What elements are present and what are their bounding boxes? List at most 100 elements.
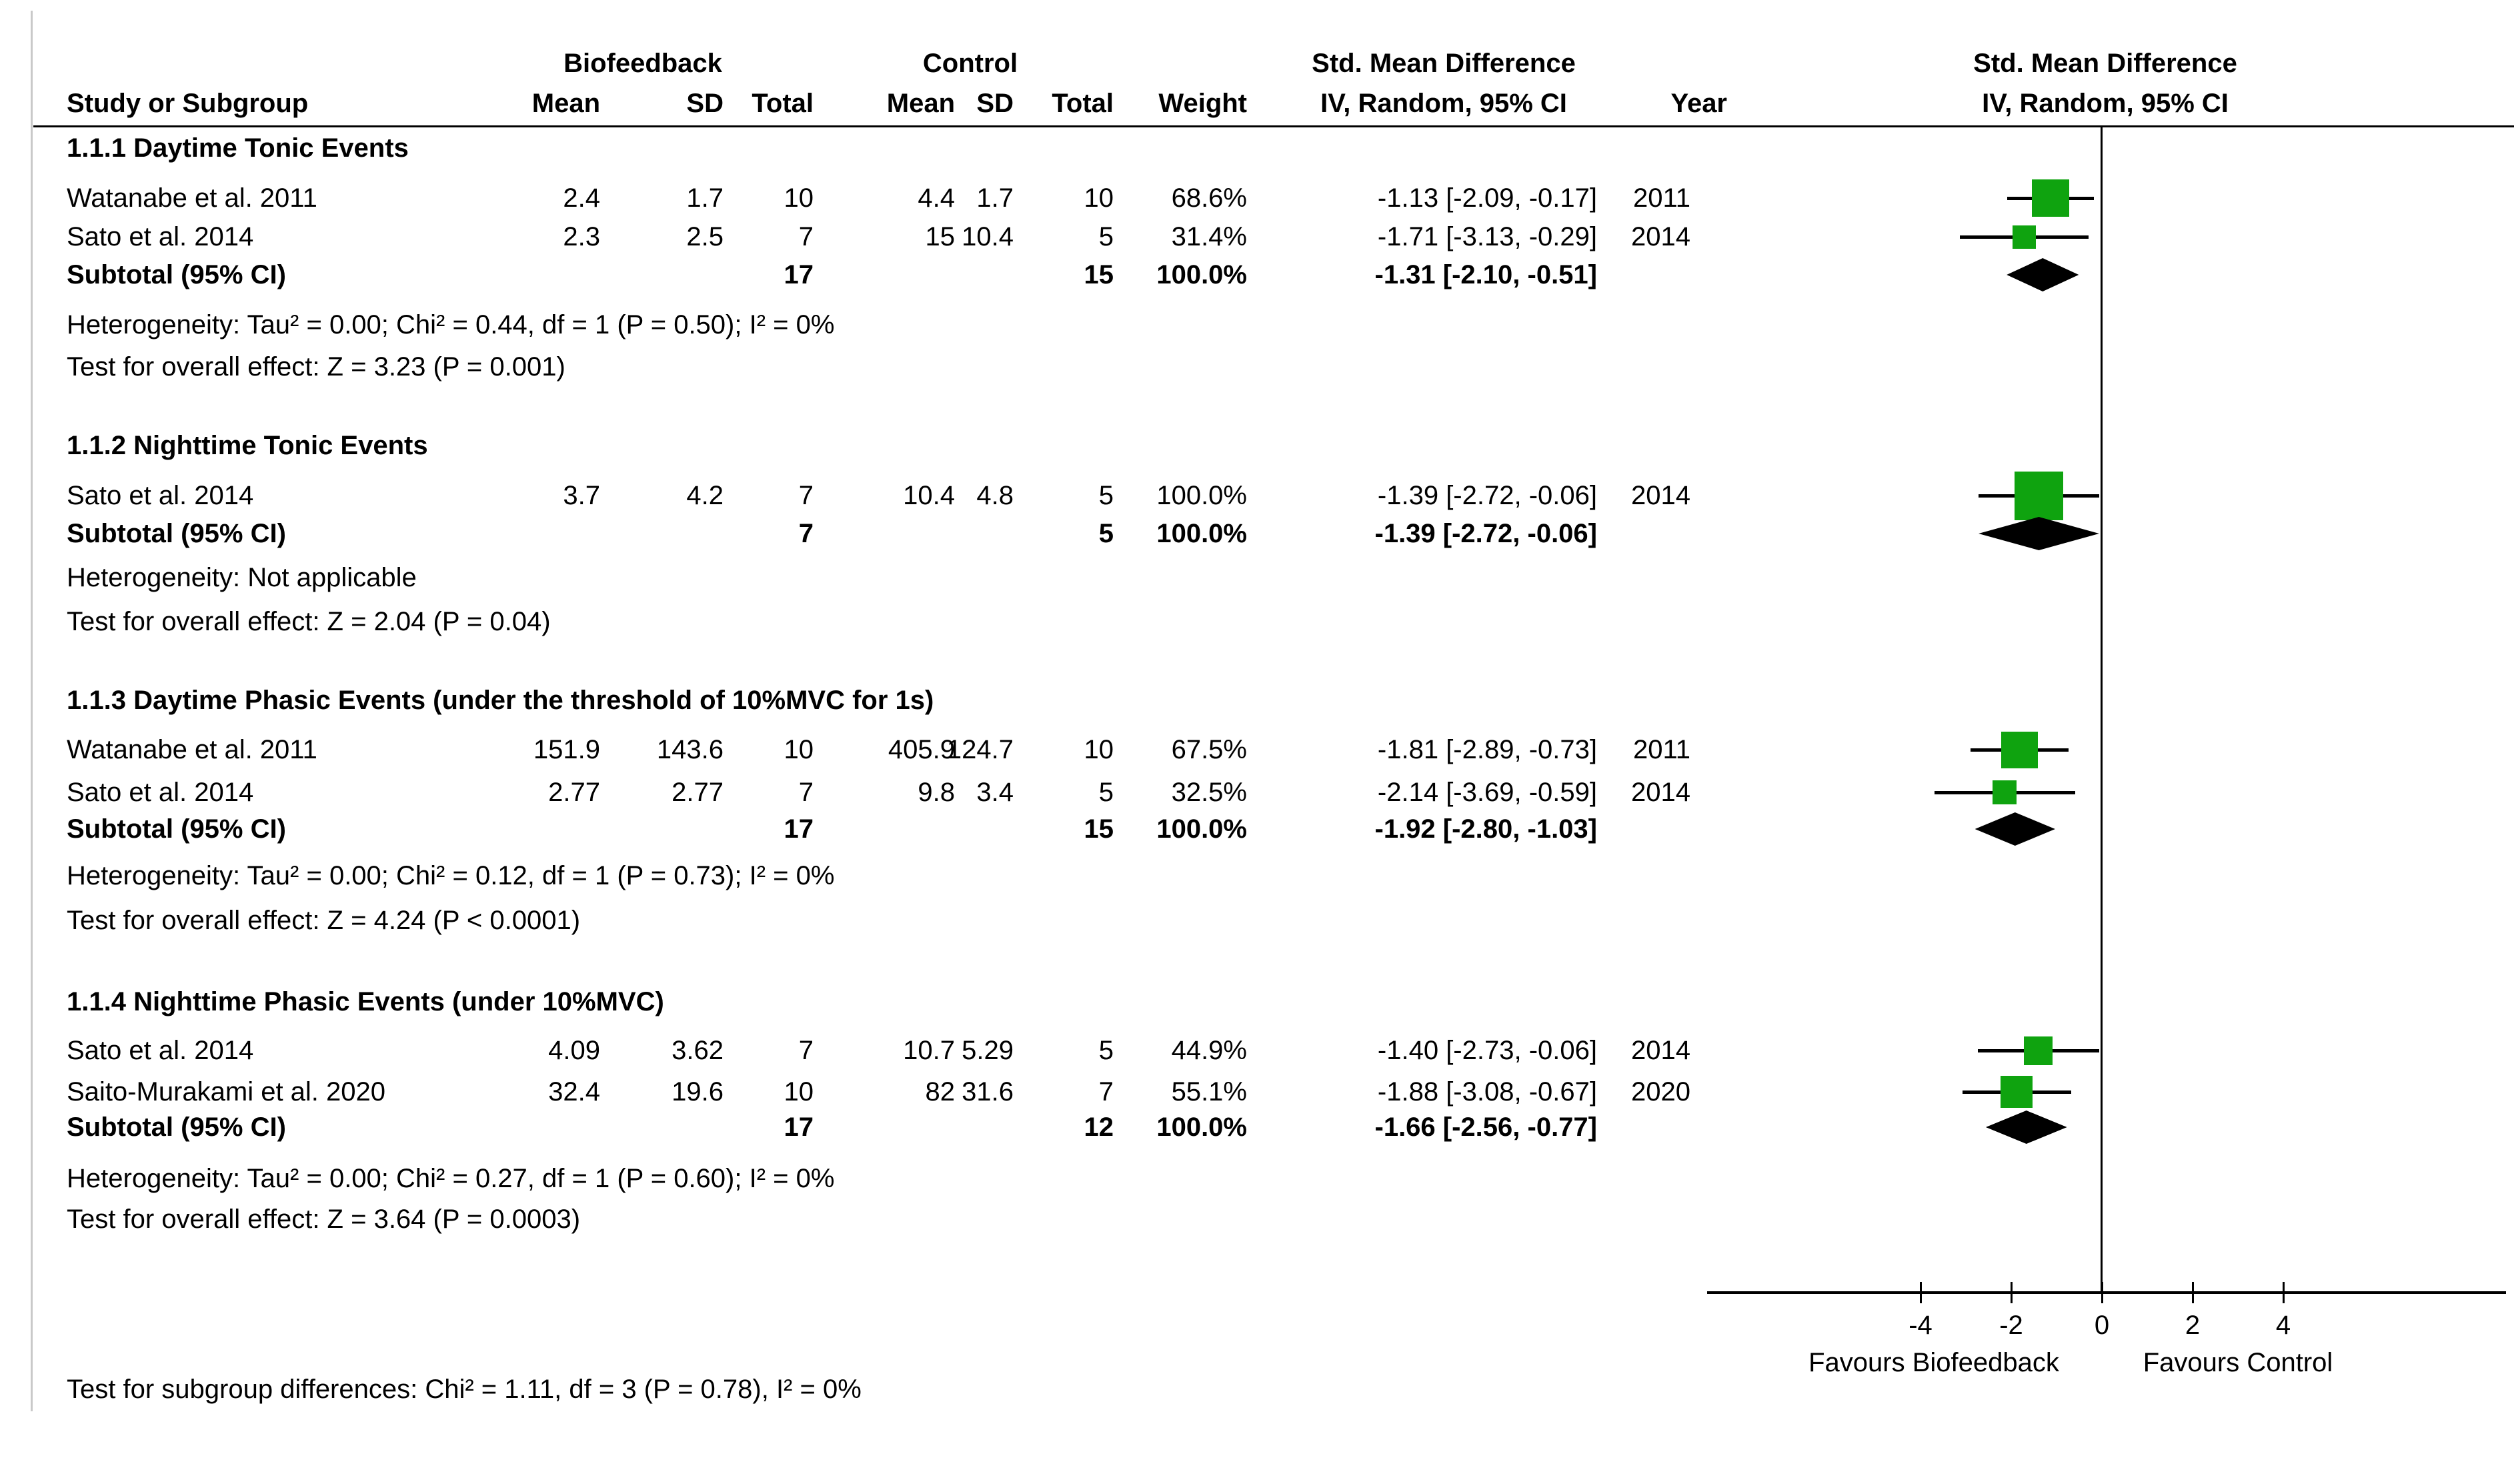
subtotal-smd-ci: -1.39 [-2.72, -0.06]: [1374, 519, 1598, 548]
mean-control: 10.7: [903, 1036, 955, 1065]
smd-ci-value: -1.13 [-2.09, -0.17]: [1377, 183, 1597, 213]
effect-square: [2032, 179, 2069, 217]
mean-biofeedback: 4.09: [548, 1036, 600, 1065]
column-total-control: Total: [1052, 89, 1114, 118]
weight-value: 67.5%: [1171, 735, 1247, 764]
study-name: Sato et al. 2014: [67, 778, 254, 807]
overall-effect-line: Test for overall effect: Z = 3.23 (P = 0…: [67, 352, 565, 382]
effect-square: [2015, 472, 2063, 520]
year-value: 2014: [1631, 1036, 1690, 1065]
mean-biofeedback: 151.9: [533, 735, 600, 764]
mean-biofeedback: 2.77: [548, 778, 600, 807]
study-name: Watanabe et al. 2011: [67, 183, 317, 213]
column-year: Year: [1670, 89, 1727, 118]
subtotal-smd-ci: -1.66 [-2.56, -0.77]: [1374, 1113, 1598, 1142]
column-total-biofeedback: Total: [752, 89, 814, 118]
mean-control: 82: [925, 1077, 956, 1107]
effect-square: [2024, 1036, 2053, 1065]
subtotal-diamond: [1975, 812, 2055, 846]
sd-control: 1.7: [976, 183, 1014, 213]
header-underline: [33, 125, 2514, 127]
favours-right-label: Favours Control: [2143, 1348, 2333, 1377]
subgroup-difference-test: Test for subgroup differences: Chi² = 1.…: [67, 1375, 862, 1404]
overall-effect-line: Test for overall effect: Z = 4.24 (P < 0…: [67, 906, 581, 935]
mean-control: 405.9: [888, 735, 955, 764]
total-control: 5: [1098, 481, 1114, 510]
x-axis-line: [1707, 1291, 2506, 1294]
weight-value: 100.0%: [1156, 481, 1247, 510]
effect-square: [1993, 780, 2017, 804]
smd-ci-value: -1.71 [-3.13, -0.29]: [1377, 222, 1597, 251]
study-name: Saito-Murakami et al. 2020: [67, 1077, 386, 1107]
heterogeneity-line: Heterogeneity: Not applicable: [67, 563, 417, 592]
subtotal-total-biofeedback: 17: [784, 1113, 814, 1142]
smd-ci-value: -1.88 [-3.08, -0.67]: [1377, 1077, 1597, 1107]
axis-tick: [2011, 1282, 2013, 1303]
study-name: Watanabe et al. 2011: [67, 735, 317, 764]
subgroup-title: 1.1.2 Nighttime Tonic Events: [67, 431, 428, 460]
total-biofeedback: 7: [798, 778, 814, 807]
favours-left-label: Favours Biofeedback: [1808, 1348, 2059, 1377]
column-mean-biofeedback: Mean: [531, 89, 600, 118]
subtotal-label: Subtotal (95% CI): [67, 1113, 286, 1142]
sd-biofeedback: 19.6: [672, 1077, 724, 1107]
axis-tick: [2101, 1282, 2103, 1303]
column-mean-control: Mean: [886, 89, 955, 118]
mean-control: 15: [925, 222, 956, 251]
study-name: Sato et al. 2014: [67, 1036, 254, 1065]
effect-square: [2001, 732, 2038, 768]
subtotal-total-control: 15: [1084, 814, 1114, 844]
smd-ci-value: -1.39 [-2.72, -0.06]: [1377, 481, 1597, 510]
sd-biofeedback: 2.77: [672, 778, 724, 807]
sd-biofeedback: 1.7: [686, 183, 724, 213]
axis-tick: [2283, 1282, 2285, 1303]
total-control: 5: [1098, 222, 1114, 251]
column-group-control: Control: [922, 49, 1018, 78]
subtotal-diamond: [1985, 1111, 2067, 1144]
subtotal-diamond: [1979, 517, 2099, 550]
mean-control: 10.4: [903, 481, 955, 510]
year-value: 2014: [1631, 481, 1690, 510]
sd-control: 4.8: [976, 481, 1014, 510]
column-sd-biofeedback: SD: [686, 89, 724, 118]
overall-effect-line: Test for overall effect: Z = 3.64 (P = 0…: [67, 1205, 581, 1234]
subtotal-total-control: 12: [1084, 1113, 1114, 1142]
subtotal-diamond: [2007, 258, 2079, 291]
weight-value: 32.5%: [1171, 778, 1247, 807]
subtotal-smd-ci: -1.92 [-2.80, -1.03]: [1374, 814, 1598, 844]
total-control: 7: [1098, 1077, 1114, 1107]
subgroup-title: 1.1.3 Daytime Phasic Events (under the t…: [67, 686, 934, 715]
axis-tick-label: -4: [1909, 1311, 1933, 1340]
year-value: 2014: [1631, 778, 1690, 807]
year-value: 2011: [1632, 735, 1690, 764]
mean-biofeedback: 3.7: [563, 481, 600, 510]
smd-ci-value: -2.14 [-3.69, -0.59]: [1377, 778, 1597, 807]
column-effect-method-table: IV, Random, 95% CI: [1320, 89, 1567, 118]
column-sd-control: SD: [976, 89, 1014, 118]
subgroup-title: 1.1.1 Daytime Tonic Events: [67, 133, 409, 163]
subtotal-total-biofeedback: 17: [784, 260, 814, 289]
left-border-line: [31, 11, 33, 1411]
year-value: 2020: [1631, 1077, 1690, 1107]
weight-value: 44.9%: [1171, 1036, 1247, 1065]
smd-ci-value: -1.81 [-2.89, -0.73]: [1377, 735, 1597, 764]
study-name: Sato et al. 2014: [67, 222, 254, 251]
total-control: 10: [1084, 735, 1114, 764]
heterogeneity-line: Heterogeneity: Tau² = 0.00; Chi² = 0.12,…: [67, 861, 835, 890]
year-value: 2011: [1632, 183, 1690, 213]
total-biofeedback: 7: [798, 1036, 814, 1065]
year-value: 2014: [1631, 222, 1690, 251]
total-biofeedback: 10: [784, 735, 814, 764]
weight-value: 55.1%: [1171, 1077, 1247, 1107]
zero-effect-line: [2101, 127, 2103, 1293]
subtotal-weight: 100.0%: [1156, 814, 1247, 844]
effect-square: [2013, 225, 2036, 249]
mean-control: 4.4: [918, 183, 955, 213]
subtotal-total-biofeedback: 7: [798, 519, 814, 548]
subtotal-total-control: 5: [1098, 519, 1114, 548]
subtotal-weight: 100.0%: [1156, 1113, 1247, 1142]
column-effect-method-plot: IV, Random, 95% CI: [1982, 89, 2229, 118]
subtotal-label: Subtotal (95% CI): [67, 260, 286, 289]
sd-control: 3.4: [976, 778, 1014, 807]
